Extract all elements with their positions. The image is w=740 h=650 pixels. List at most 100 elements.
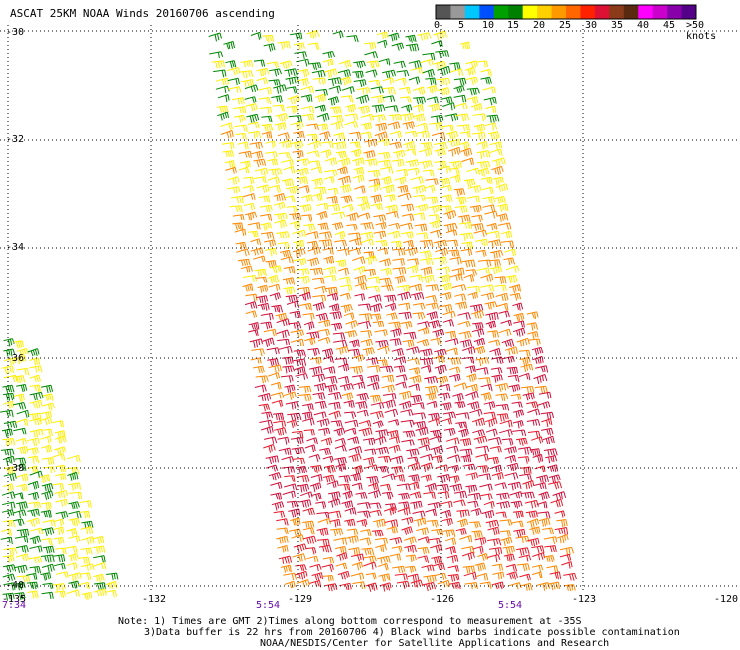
wind-barb (559, 546, 574, 556)
wind-barb (363, 457, 375, 466)
wind-barb (354, 293, 366, 301)
wind-barb (344, 518, 356, 527)
legend-label-5: 5 (458, 20, 465, 31)
wind-barb (407, 573, 420, 582)
wind-barb (348, 232, 362, 241)
wind-barb (300, 194, 313, 203)
wind-barb (352, 174, 365, 183)
wind-barb (352, 374, 364, 382)
wind-barb (240, 160, 251, 168)
wind-barb (1, 365, 15, 375)
wind-barb (420, 59, 434, 66)
time-label-middle: 5:54 (256, 600, 281, 611)
wind-barb (487, 526, 500, 536)
wind-barb (357, 320, 372, 329)
wind-barb (455, 421, 467, 429)
wind-barb (402, 430, 416, 438)
wind-barb (453, 188, 465, 197)
wind-barb (268, 79, 281, 87)
wind-barb (419, 348, 433, 357)
wind-barb (413, 113, 426, 122)
wind-barb (496, 213, 509, 222)
wind-barb (382, 184, 395, 194)
wind-barb (245, 293, 258, 302)
wind-barb (475, 249, 487, 257)
wind-barb (498, 328, 512, 337)
wind-barb (393, 474, 405, 482)
wind-barb (398, 311, 412, 320)
wind-barb (428, 537, 441, 544)
wind-barb (531, 571, 543, 579)
wind-barb (314, 400, 327, 409)
wind-barb (377, 247, 389, 255)
wind-barb (436, 484, 450, 492)
wind-barb (474, 345, 486, 355)
wind-barb (286, 86, 298, 94)
wind-barb (307, 240, 319, 249)
wind-barb (358, 303, 372, 311)
wind-barb (509, 491, 523, 499)
wind-barb (340, 76, 352, 86)
wind-barb (439, 383, 451, 392)
wind-barb (442, 124, 454, 132)
wind-barb (13, 427, 27, 435)
wind-barb (307, 347, 320, 357)
wind-barb (293, 258, 307, 266)
wind-barb (418, 444, 431, 452)
wind-barb (439, 304, 453, 313)
wind-barb (417, 536, 430, 544)
wind-barb (396, 70, 410, 77)
wind-barb (543, 448, 558, 456)
wind-barb (269, 265, 282, 274)
wind-barb (365, 572, 377, 580)
wind-barb (476, 60, 489, 68)
wind-barb (455, 528, 467, 536)
wind-barb (381, 374, 395, 383)
wind-barb (3, 374, 18, 383)
wind-barb (464, 582, 478, 590)
wind-barb (405, 34, 417, 43)
wind-barb (540, 411, 555, 420)
wind-barb (408, 76, 421, 85)
wind-barb (456, 124, 470, 132)
wind-barb (330, 528, 344, 537)
wind-barb (292, 229, 306, 238)
wind-barb (242, 193, 256, 200)
wind-barb (274, 122, 287, 131)
wind-barb (496, 413, 509, 422)
wind-barb (77, 556, 91, 565)
wind-barb (13, 393, 25, 402)
wind-barb (419, 250, 432, 259)
wind-barb (495, 292, 509, 302)
wind-barb (425, 302, 439, 310)
wind-barb (306, 331, 320, 340)
wind-barb (455, 301, 468, 310)
wind-barb (392, 267, 407, 276)
wind-barb (298, 185, 310, 194)
legend-label-30: 30 (585, 20, 598, 31)
wind-barb (490, 266, 503, 275)
wind-barb (480, 383, 493, 392)
wind-barb (512, 510, 524, 519)
wind-barb (79, 510, 91, 519)
wind-barb (310, 166, 323, 174)
wind-barb (364, 255, 378, 265)
wind-barb (429, 122, 443, 131)
wind-barb (284, 68, 298, 77)
wind-barb (255, 276, 268, 283)
wind-barb (459, 438, 472, 447)
wind-barb (247, 230, 259, 238)
wind-barb (439, 282, 452, 291)
wind-barb (426, 519, 439, 528)
wind-barb (526, 322, 539, 331)
wind-barb (554, 527, 569, 535)
wind-barb (353, 60, 366, 69)
wind-barb (261, 123, 274, 132)
wind-barb (260, 222, 272, 231)
wind-barb (42, 402, 55, 411)
wind-barb (16, 528, 30, 537)
note-line-2: 3)Data buffer is 22 hrs from 20160706 4)… (144, 627, 680, 638)
wind-barb (428, 320, 441, 329)
wind-barb (452, 393, 464, 402)
wind-barb (477, 259, 492, 268)
